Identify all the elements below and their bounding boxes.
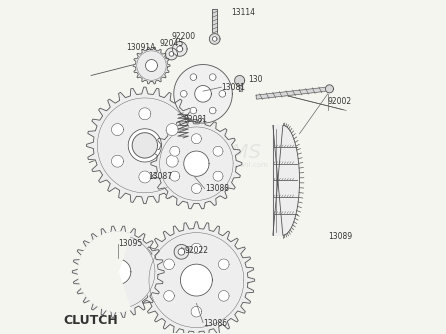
Polygon shape (112, 124, 124, 136)
Text: CLUTCH: CLUTCH (63, 314, 118, 327)
Polygon shape (326, 85, 334, 93)
Text: CMS: CMS (218, 143, 261, 162)
Polygon shape (190, 107, 197, 114)
Polygon shape (97, 98, 192, 193)
Text: 92045: 92045 (160, 39, 184, 48)
Polygon shape (166, 155, 178, 167)
Polygon shape (137, 51, 166, 80)
Text: 13089: 13089 (328, 232, 352, 241)
Polygon shape (273, 126, 300, 235)
Polygon shape (235, 75, 244, 86)
Text: 13091A: 13091A (127, 43, 156, 52)
Polygon shape (191, 134, 202, 144)
Polygon shape (190, 74, 197, 80)
Polygon shape (209, 74, 216, 80)
Text: 92022: 92022 (185, 245, 209, 255)
Polygon shape (173, 42, 187, 56)
Text: 13086: 13086 (203, 319, 227, 328)
Polygon shape (184, 151, 209, 176)
Polygon shape (160, 127, 233, 200)
Polygon shape (209, 34, 220, 44)
Polygon shape (151, 119, 242, 209)
Polygon shape (169, 51, 174, 56)
Text: 130: 130 (248, 75, 262, 85)
Polygon shape (213, 146, 223, 156)
Polygon shape (195, 86, 211, 102)
Polygon shape (256, 87, 330, 99)
Text: 13081: 13081 (221, 83, 245, 92)
Polygon shape (132, 133, 157, 158)
Text: 92200: 92200 (171, 32, 195, 41)
Polygon shape (72, 226, 164, 317)
Polygon shape (87, 87, 203, 204)
Polygon shape (219, 259, 229, 270)
Polygon shape (164, 291, 174, 301)
Polygon shape (191, 243, 202, 254)
Polygon shape (82, 235, 155, 309)
Text: 92081: 92081 (183, 115, 207, 124)
Polygon shape (139, 108, 151, 120)
Polygon shape (174, 64, 232, 123)
Polygon shape (191, 184, 202, 194)
Text: 13095: 13095 (118, 239, 142, 248)
Polygon shape (164, 259, 174, 270)
Bar (240, 85, 242, 91)
Polygon shape (212, 37, 217, 41)
Polygon shape (128, 129, 161, 162)
Text: 92002: 92002 (328, 97, 352, 106)
Polygon shape (78, 232, 131, 312)
Polygon shape (177, 46, 183, 52)
Polygon shape (133, 47, 170, 84)
Polygon shape (191, 306, 202, 317)
Text: www.cmsnl.com: www.cmsnl.com (211, 162, 268, 168)
Polygon shape (165, 48, 178, 60)
Polygon shape (209, 107, 216, 114)
Polygon shape (149, 233, 244, 328)
Polygon shape (170, 171, 180, 181)
Polygon shape (174, 244, 189, 259)
Polygon shape (170, 146, 180, 156)
Polygon shape (181, 91, 187, 97)
Polygon shape (178, 248, 185, 255)
Polygon shape (219, 291, 229, 301)
Polygon shape (138, 222, 255, 334)
Polygon shape (139, 171, 151, 183)
Text: 13088: 13088 (205, 184, 229, 193)
Polygon shape (166, 124, 178, 136)
Text: 13114: 13114 (231, 8, 255, 17)
Polygon shape (213, 171, 223, 181)
Polygon shape (181, 264, 212, 296)
Polygon shape (112, 155, 124, 167)
Polygon shape (106, 259, 131, 285)
Text: 13087: 13087 (148, 172, 172, 181)
Bar (212, 9, 217, 39)
Polygon shape (219, 91, 226, 97)
Polygon shape (145, 59, 157, 71)
